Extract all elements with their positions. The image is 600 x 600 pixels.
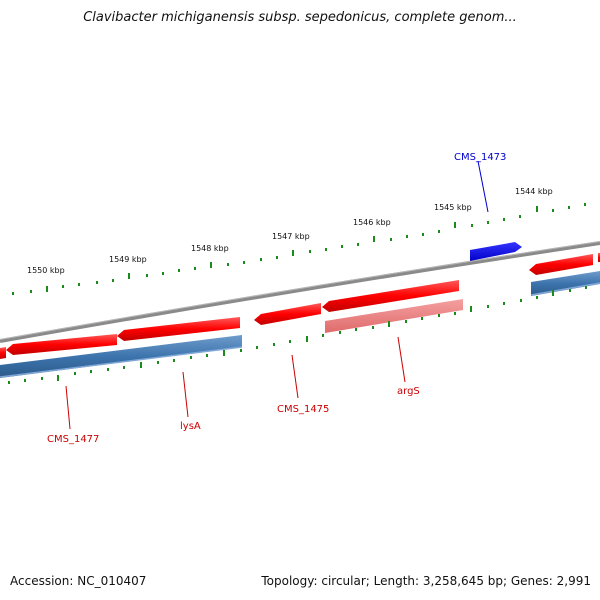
gene-arrow[interactable] xyxy=(529,254,593,275)
leader-line-cms-1477 xyxy=(65,385,71,430)
genome-summary-label: Topology: circular; Length: 3,258,645 bp… xyxy=(261,574,591,588)
map-title: Clavibacter michiganensis subsp. sepedon… xyxy=(83,10,517,25)
genome-backbone xyxy=(0,241,600,343)
tick-label-1550: 1550 kbp xyxy=(27,266,65,275)
leader-line-lysa xyxy=(182,371,189,418)
gene-label-lysa[interactable]: lysA xyxy=(180,421,201,432)
outer-tick-ring xyxy=(12,203,586,295)
tick-label-1544: 1544 kbp xyxy=(515,187,553,196)
inner-tick-ring xyxy=(8,286,587,384)
highlighted-gene-arrow[interactable] xyxy=(470,242,522,261)
gene-label-cms-1477[interactable]: CMS_1477 xyxy=(47,434,99,445)
cds-bar[interactable] xyxy=(531,271,600,296)
leader-line-cms-1473 xyxy=(477,160,489,213)
leader-line-args xyxy=(397,336,406,383)
gene-label-args[interactable]: argS xyxy=(397,386,420,397)
forward-strand-genes xyxy=(0,253,600,359)
cds-bars xyxy=(0,271,600,378)
tick-label-1547: 1547 kbp xyxy=(272,232,310,241)
gene-arrow[interactable] xyxy=(117,317,240,341)
gene-arrow[interactable] xyxy=(322,280,459,312)
cds-bar[interactable] xyxy=(0,335,242,378)
accession-label: Accession: NC_010407 xyxy=(10,574,147,588)
rna-feature-bar[interactable] xyxy=(325,299,463,333)
gene-arrow[interactable] xyxy=(6,334,117,355)
tick-label-1546: 1546 kbp xyxy=(353,218,391,227)
gene-label-cms-1475[interactable]: CMS_1475 xyxy=(277,404,329,415)
tick-label-1549: 1549 kbp xyxy=(109,255,147,264)
tick-label-1545: 1545 kbp xyxy=(434,203,472,212)
tick-label-1548: 1548 kbp xyxy=(191,244,229,253)
gene-label-cms-1473[interactable]: CMS_1473 xyxy=(454,152,506,163)
leader-line-cms-1475 xyxy=(291,354,299,399)
gene-arrow[interactable] xyxy=(254,303,321,325)
gene-arrow[interactable] xyxy=(0,347,6,359)
